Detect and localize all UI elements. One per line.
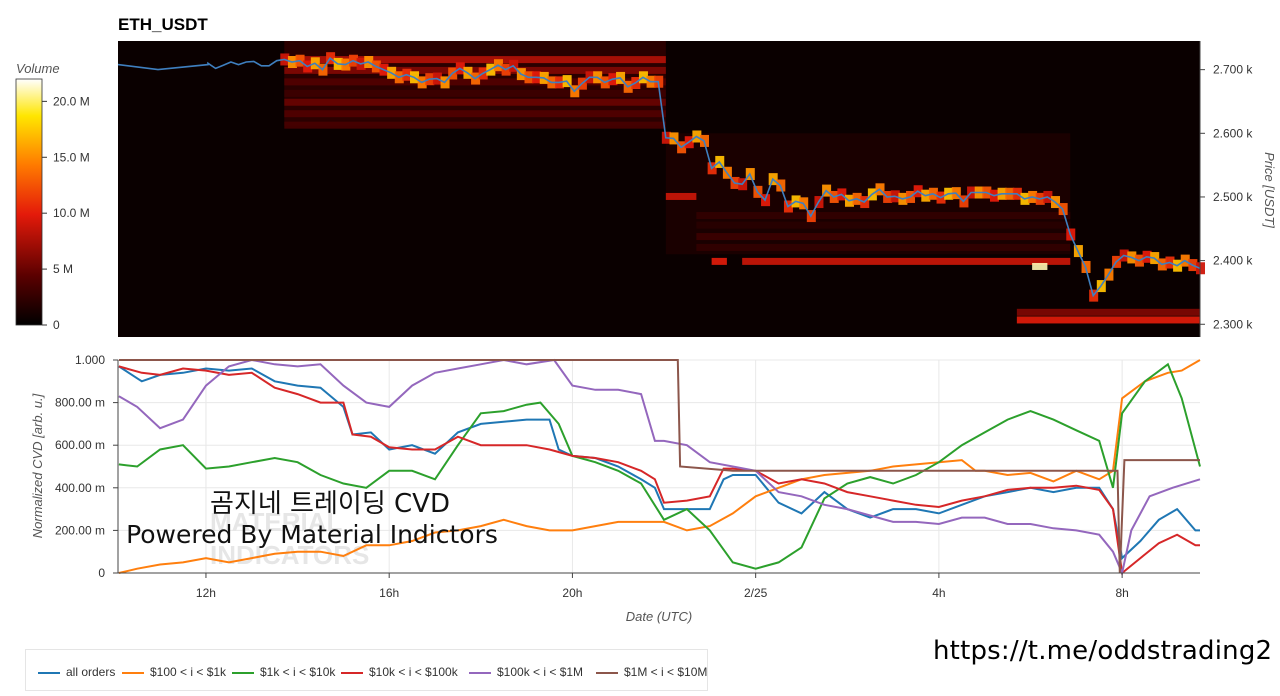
cvd-x-tick-label: 16h (379, 586, 399, 600)
legend-item[interactable]: $100k < i < $1M (469, 665, 583, 679)
cvd-y-axis-label: Normalized CVD [arb. u.] (30, 393, 45, 538)
colorbar-tick-label: 15.0 M (53, 150, 90, 164)
cvd-series-lines (118, 358, 1201, 577)
cvd-y-tick-label: 800.00 m (55, 396, 105, 410)
cvd-series-line (118, 365, 1200, 575)
legend-label: $100 < i < $1k (150, 665, 227, 679)
heatmap-band (696, 212, 1071, 220)
price-tick-label: 2.600 k (1213, 126, 1253, 140)
legend-swatch (341, 671, 363, 674)
heatmap-band (696, 233, 1071, 241)
colorbar (15, 78, 43, 326)
cvd-y-ticks: 0 200.00 m 400.00 m 600.00 m 800.00 m 1.000 (55, 353, 118, 580)
price-tick-label: 2.300 k (1213, 317, 1253, 331)
legend-label: all orders (66, 665, 116, 679)
cvd-series-line (118, 358, 1201, 577)
legend-item[interactable]: $1k < i < $10k (232, 665, 335, 679)
colorbar-tick-label: 20.0 M (53, 94, 90, 108)
legend-swatch (469, 671, 491, 674)
cvd-x-axis-label: Date (UTC) (626, 609, 692, 624)
legend-item[interactable]: all orders (38, 665, 115, 679)
cvd-y-tick-label: 1.000 (75, 353, 105, 367)
legend: all orders $100 < i < $1k $1k < i < $10k $1… (25, 649, 708, 691)
price-axis-ticks: 2.300 k 2.400 k 2.500 k 2.600 k 2.700 k (1200, 63, 1253, 331)
cvd-y-tick-label: 0 (98, 566, 105, 580)
heatmap-band (284, 121, 666, 129)
price-tick-label: 2.700 k (1213, 63, 1253, 77)
colorbar-ticks: 0 5 M 10.0 M 15.0 M 20.0 M (42, 94, 90, 332)
heatmap-band (1016, 308, 1200, 316)
cvd-annotation-subtitle: Powered By Material Indictors (126, 520, 498, 549)
legend-item[interactable]: $1M < i < $10M (596, 665, 707, 679)
cvd-x-ticks: 12h 16h 20h 2/25 4h 8h (196, 573, 1129, 600)
cvd-y-tick-label: 200.00 m (55, 523, 105, 537)
heatmap-band (284, 56, 666, 64)
legend-swatch (596, 671, 618, 674)
legend-label: $100k < i < $1M (497, 665, 584, 679)
colorbar-tick-label: 10.0 M (53, 206, 90, 220)
cvd-x-tick-label: 12h (196, 586, 216, 600)
legend-label: $10k < i < $100k (369, 665, 458, 679)
cvd-annotation-title: 곰지네 트레이딩 CVD (210, 489, 450, 519)
cvd-plot-area (118, 360, 1200, 573)
legend-swatch (122, 671, 144, 674)
price-tick-label: 2.500 k (1213, 190, 1253, 204)
legend-swatch (232, 671, 254, 674)
heatmap-band (284, 110, 666, 118)
heatmap-band (1032, 262, 1048, 270)
heatmap-band (1016, 316, 1200, 324)
legend-label: $1k < i < $10k (260, 665, 336, 679)
heatmap-band (742, 257, 1071, 265)
footer-url[interactable]: https://t.me/oddstrading2 (933, 636, 1273, 666)
legend-item[interactable]: $100 < i < $1k (122, 665, 226, 679)
cvd-x-tick-label: 4h (932, 586, 945, 600)
cvd-x-tick-label: 20h (562, 586, 582, 600)
cvd-series-line (118, 365, 1200, 561)
cvd-series-line (118, 359, 1200, 574)
heatmap-band (284, 89, 666, 97)
heatmap-band (284, 98, 666, 106)
price-line (117, 57, 1201, 298)
colorbar-label: Volume (16, 61, 60, 76)
cvd-x-tick-label: 8h (1115, 586, 1128, 600)
heatmap-band (696, 221, 1071, 229)
cvd-series-line (118, 359, 1201, 574)
colorbar-tick-label: 0 (53, 318, 60, 332)
legend-item[interactable]: $10k < i < $100k (341, 665, 458, 679)
heatmap-band (711, 257, 727, 265)
heatmap-band (696, 243, 1071, 251)
heatmap-band (665, 192, 697, 200)
cvd-x-tick-label: 2/25 (744, 586, 768, 600)
brand-watermark: MATERIAL (210, 507, 343, 537)
cvd-y-tick-label: 400.00 m (55, 481, 105, 495)
cvd-series-line (118, 362, 1201, 570)
cvd-y-tick-label: 600.00 m (55, 438, 105, 452)
legend-swatch (38, 671, 60, 674)
price-axis-label: Price [USDT] (1262, 152, 1277, 228)
colorbar-tick-label: 5 M (53, 262, 73, 276)
heatmap-band (284, 66, 666, 74)
legend-label: $1M < i < $10M (624, 665, 708, 679)
price-tick-label: 2.400 k (1213, 254, 1253, 268)
heatmap-title: ETH_USDT (118, 15, 208, 34)
